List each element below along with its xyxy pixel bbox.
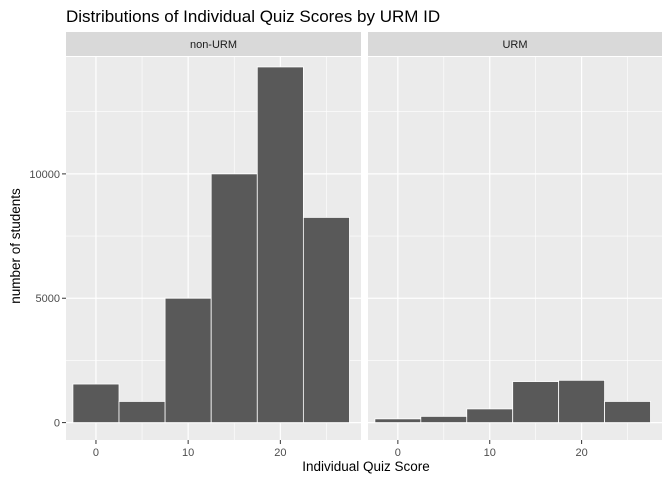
y-axis-title: number of students (8, 188, 23, 304)
histogram-bar (512, 381, 560, 423)
histogram-bar (604, 401, 651, 423)
histogram-bar (558, 379, 605, 423)
facet-strip-label: non-URM (190, 39, 237, 51)
x-tick-label: 20 (575, 447, 587, 459)
y-tick-label: 0 (54, 418, 60, 430)
facet-panels: non-URM 0 10 20 URM 0 10 20 (66, 32, 662, 459)
histogram-bar (118, 401, 166, 423)
facet-strip (368, 32, 662, 56)
histogram-bar (302, 217, 350, 423)
y-tick-label: 5000 (36, 293, 60, 305)
y-tick-label: 10000 (29, 169, 60, 181)
x-tick-label: 20 (274, 447, 286, 459)
histogram-bar (256, 66, 304, 423)
x-axis-title: Individual Quiz Score (302, 459, 430, 474)
facet-strip (66, 32, 361, 56)
y-axis: 0 5000 10000 (29, 169, 66, 430)
histogram-bar (164, 297, 212, 423)
facet-panel-0: non-URM 0 10 20 (66, 32, 361, 459)
chart-title: Distributions of Individual Quiz Scores … (66, 7, 440, 26)
histogram-bar (72, 383, 120, 423)
panel-background (368, 57, 662, 440)
x-tick-label: 10 (484, 447, 496, 459)
facet-strip-label: URM (502, 39, 527, 51)
histogram-bar (374, 418, 422, 423)
histogram-bar (420, 415, 468, 423)
histogram-bar (466, 408, 514, 423)
histogram-bar (210, 173, 258, 423)
x-tick-label: 0 (395, 447, 401, 459)
x-tick-label: 0 (93, 447, 99, 459)
x-tick-label: 10 (182, 447, 194, 459)
facet-panel-1: URM 0 10 20 (368, 32, 662, 459)
